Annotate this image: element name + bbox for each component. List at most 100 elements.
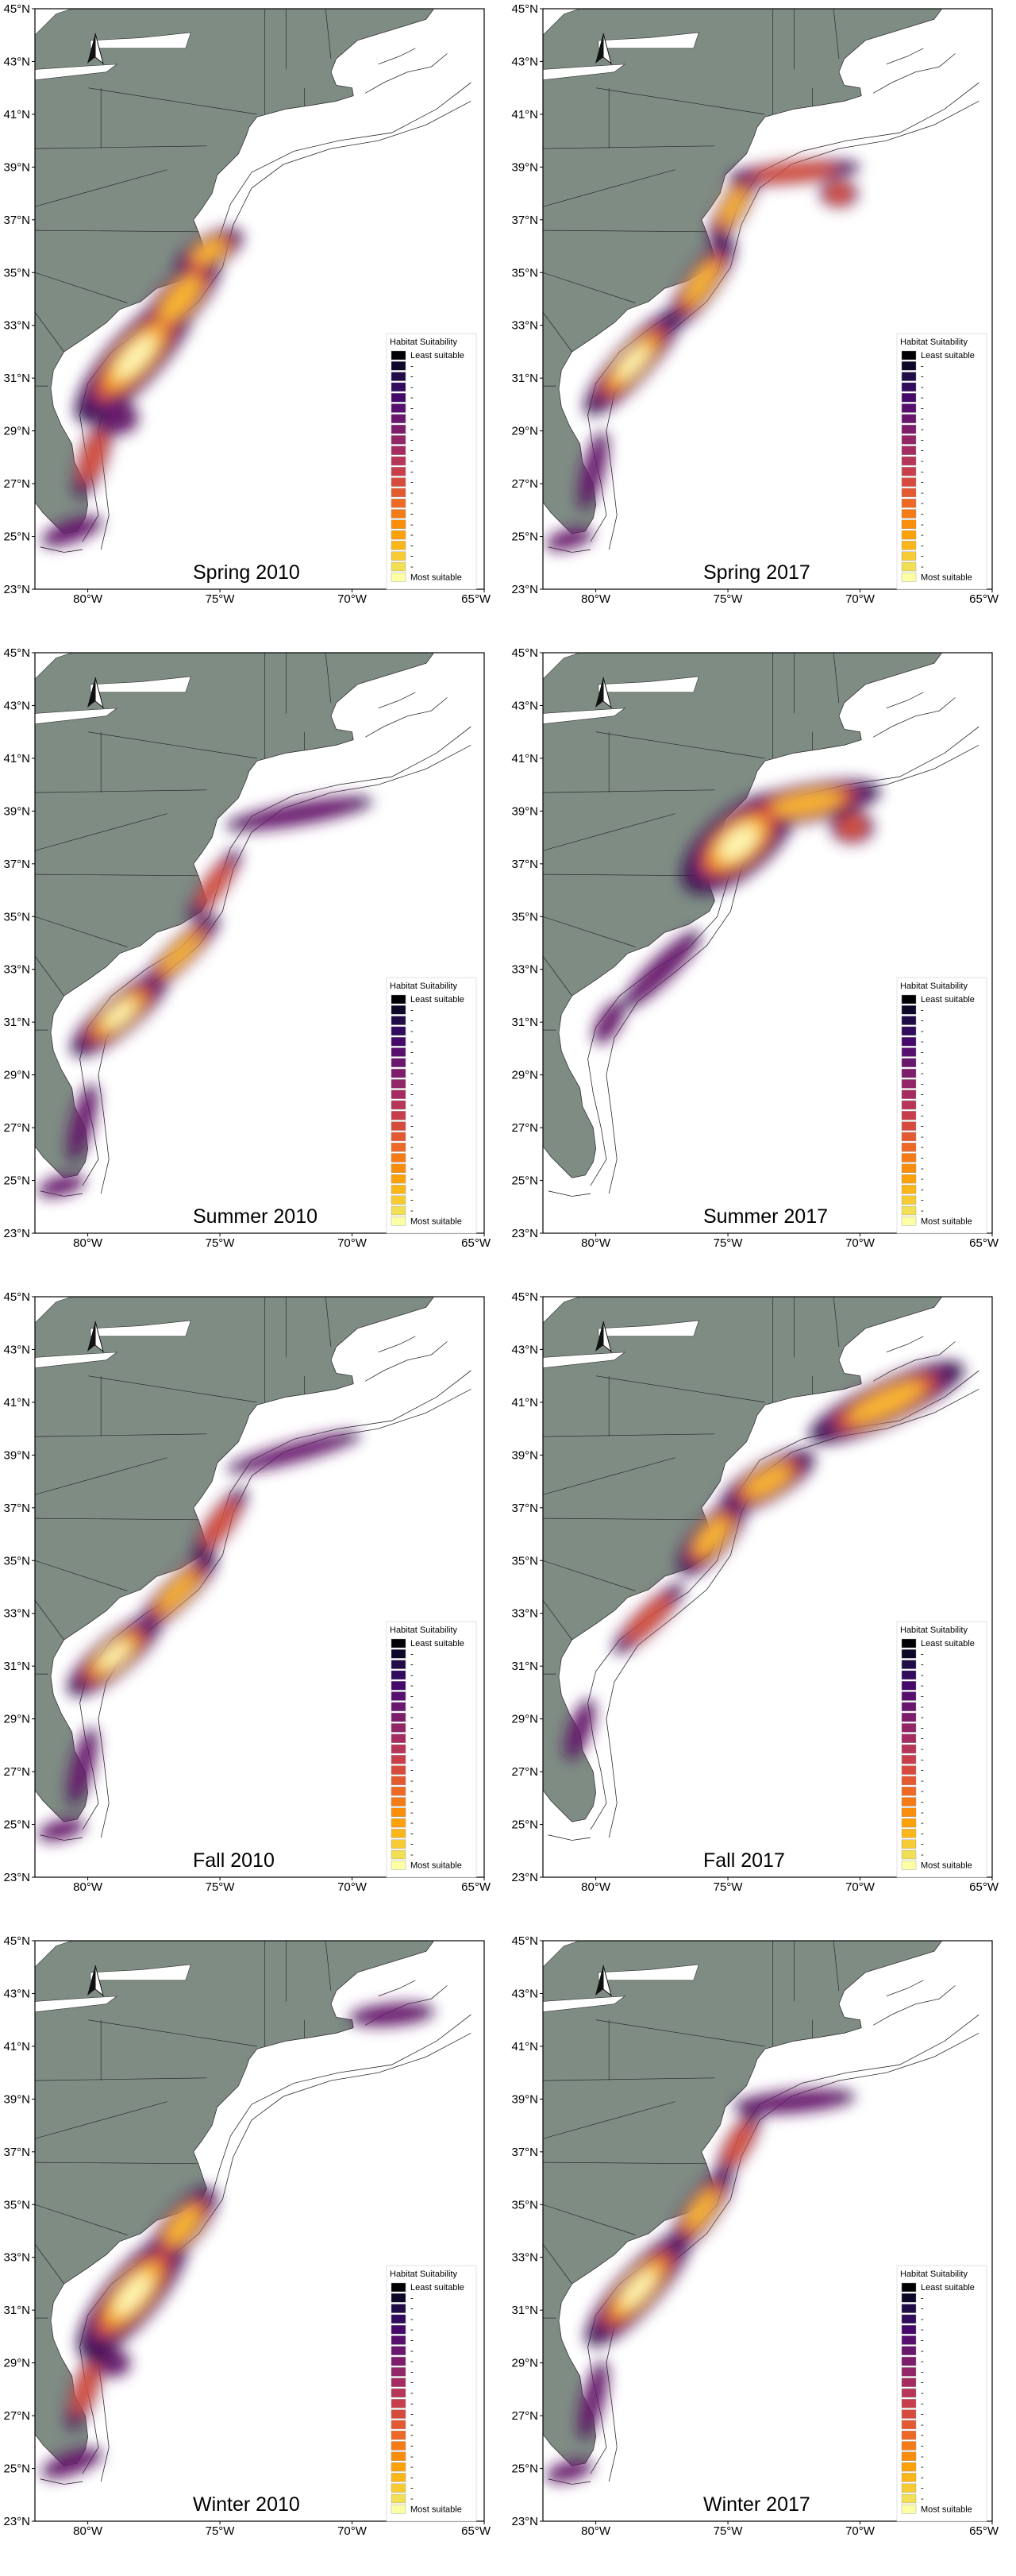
state-border <box>543 2077 715 2081</box>
legend-swatch <box>391 2462 406 2472</box>
legend-swatch <box>901 372 917 381</box>
legend-swatch <box>391 2282 406 2293</box>
longitude-label: 75°W <box>206 2524 236 2538</box>
legend-most-label: Most suitable <box>410 1861 462 1870</box>
state-border <box>35 2101 167 2139</box>
longitude-label: 70°W <box>337 1236 368 1250</box>
depth-contour <box>873 53 956 94</box>
legend-dash: - <box>410 2399 414 2408</box>
state-border <box>325 1297 332 1348</box>
legend-dash: - <box>410 2325 414 2335</box>
heat-blob <box>837 815 867 839</box>
legend-dash: - <box>410 1734 414 1744</box>
north-arrow-icon <box>595 1965 612 1997</box>
latitude-label: 25°N <box>511 530 538 544</box>
depth-contour <box>40 2478 83 2485</box>
latitude-label: 31°N <box>3 372 30 385</box>
latitude-label: 33°N <box>3 1607 30 1621</box>
legend-dash: - <box>410 2442 414 2451</box>
legend-dash: - <box>410 1206 414 1216</box>
legend-swatch <box>391 1153 406 1163</box>
north-arrow-icon <box>87 677 104 709</box>
latitude-label: 37°N <box>511 214 538 227</box>
legend-dash: - <box>921 1027 924 1036</box>
state-border <box>543 1599 572 1641</box>
legend-swatch <box>391 2335 406 2345</box>
map-panel-summer-2017: 45°N 43°N 41°N 39°N 37°N 35°N 33°N 31°N 29°N 27°N… <box>508 644 1016 1288</box>
great-lake <box>35 1352 118 1369</box>
state-border <box>325 9 332 60</box>
legend-swatch <box>391 530 406 540</box>
latitude-label: 35°N <box>3 910 30 924</box>
latitude-label: 29°N <box>3 1069 30 1082</box>
legend-swatch <box>901 1100 917 1110</box>
latitude-label: 25°N <box>3 1818 30 1832</box>
map-panel-fall-2017: 45°N 43°N 41°N 39°N 37°N 35°N 33°N 31°N 29°N 27°N… <box>508 1288 1016 1932</box>
legend-dash: - <box>921 383 924 392</box>
great-lake <box>543 1297 580 1324</box>
latitude-label: 41°N <box>3 108 30 121</box>
legend-swatch <box>391 1143 406 1152</box>
legend-swatch <box>901 2462 917 2472</box>
legend-swatch <box>901 445 917 455</box>
legend-dash: - <box>921 1692 924 1702</box>
legend-dash: - <box>410 457 414 466</box>
legend-dash: - <box>410 2347 414 2356</box>
legend-dash: - <box>410 1196 414 1205</box>
state-border <box>543 1560 636 1591</box>
legend-dash: - <box>410 2315 414 2324</box>
legend-swatch <box>901 2377 917 2387</box>
legend-swatch <box>391 1058 406 1067</box>
legend-dash: - <box>410 1776 414 1786</box>
heat-blob <box>743 2091 845 2113</box>
longitude-label: 75°W <box>206 1236 236 1250</box>
legend-dash: - <box>921 2389 924 2398</box>
great-lake <box>90 32 191 49</box>
legend-dash: - <box>921 2399 924 2408</box>
legend-dash: - <box>921 2347 924 2356</box>
latitude-label: 23°N <box>3 1227 30 1240</box>
map-svg: 45°N 43°N 41°N 39°N 37°N 35°N 33°N 31°N 29°N 27°N… <box>3 1290 491 1894</box>
legend-dash: - <box>410 1649 414 1659</box>
legend-swatch <box>901 499 917 508</box>
legend-swatch <box>391 2325 406 2335</box>
legend-dash: - <box>410 2293 414 2303</box>
panel-caption: Fall 2017 <box>703 1849 785 1872</box>
state-border <box>543 873 707 877</box>
legend-swatch <box>901 1195 917 1205</box>
state-border <box>35 813 167 851</box>
legend-dash: - <box>921 435 924 445</box>
legend-swatch <box>391 541 406 550</box>
legend-swatch <box>391 1691 406 1701</box>
depth-contour <box>606 2032 979 2482</box>
north-arrow-icon <box>87 33 104 65</box>
legend-swatch <box>391 1016 406 1025</box>
north-arrow-icon <box>87 1965 104 1997</box>
heat-blob <box>193 239 226 264</box>
legend-swatch <box>901 573 917 582</box>
latitude-label: 29°N <box>511 1713 538 1726</box>
map-panel-spring-2010: 45°N 43°N 41°N 39°N 37°N 35°N 33°N 31°N 29°N 27°N… <box>0 0 508 644</box>
legend-dash: - <box>410 1692 414 1702</box>
heat-blob <box>771 790 843 816</box>
legend-title: Habitat Suitability <box>390 2269 457 2279</box>
legend-dash: - <box>410 1016 414 1026</box>
latitude-label: 37°N <box>511 858 538 871</box>
heat-blob <box>550 2461 589 2482</box>
legend-dash: - <box>410 2389 414 2398</box>
latitude-label: 41°N <box>511 2040 538 2053</box>
legend-dash: - <box>921 425 924 434</box>
habitat-heatmap <box>546 160 860 551</box>
legend-swatch <box>901 2367 917 2377</box>
legend-dash: - <box>410 1048 414 1058</box>
great-lake <box>35 64 118 81</box>
habitat-heatmap <box>564 1361 964 1760</box>
map-panel-fall-2010: 45°N 43°N 41°N 39°N 37°N 35°N 33°N 31°N 29°N 27°N… <box>0 1288 508 1932</box>
great-lake <box>598 676 699 693</box>
latitude-label: 43°N <box>511 55 538 68</box>
legend-swatch <box>391 573 406 582</box>
legend-swatch <box>901 1058 917 1067</box>
legend-dash: - <box>921 541 924 550</box>
heat-blob <box>47 2450 98 2477</box>
